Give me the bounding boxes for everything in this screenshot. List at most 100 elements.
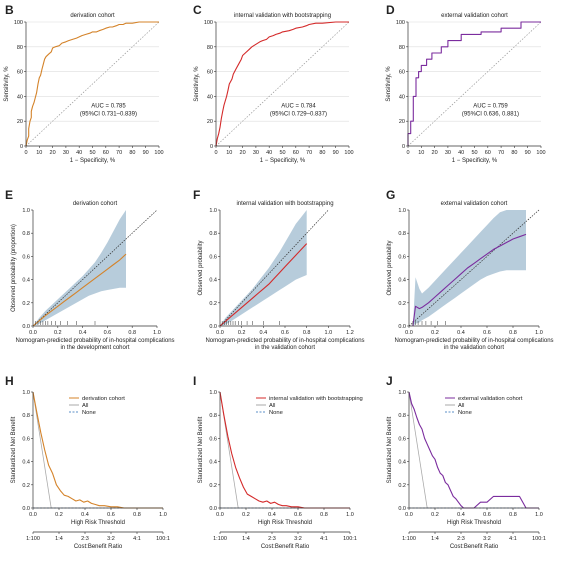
x-tick-label: 90 [333,150,339,156]
legend-label: internal validation with bootstrapping [269,396,363,402]
x2-tick-label: 4:1 [133,536,141,542]
y-tick-label: 0.4 [209,460,217,466]
auc-annotation: (95%CI 0.729–0.837) [270,112,327,118]
y-tick-label: 100 [14,20,23,26]
x-axis-label: 1 − Specificity, % [452,158,498,164]
x-tick-label: 0.2 [431,512,439,518]
x-tick-label: 60 [293,150,299,156]
x-tick-label: 70 [306,150,312,156]
x2-tick-label: 1:4 [55,536,63,542]
panel-title: external validation cohort [441,201,508,207]
x-axis-label: Nomogram-predicted probability of in-hos… [205,338,364,344]
x-tick-label: 0.6 [483,330,491,336]
x-tick-label: 0 [24,150,27,156]
x2-tick-label: 3:2 [107,536,115,542]
x-tick-label: 0.0 [29,330,37,336]
x-tick-label: 50 [279,150,285,156]
series-line [407,21,541,146]
y-axis-label: Observed probability [198,240,204,295]
panel-letter: H [5,374,14,388]
x-tick-label: 20 [50,150,56,156]
y-tick-label: 100 [204,20,213,26]
ideal-line [408,209,540,327]
x-axis-label: in the validation cohort [255,345,315,351]
y-tick-label: 0.0 [398,506,406,512]
y-axis-label: Sensitivity, % [386,66,392,102]
y-tick-label: 20 [207,119,213,125]
x-axis-label: in the validation cohort [444,345,504,351]
x2-tick-label: 2:3 [81,536,89,542]
y-tick-label: 0.8 [209,231,217,237]
y-tick-label: 1.0 [209,208,217,214]
panel-letter: B [5,3,14,17]
x-axis-label: Nomogram-predicted probability of in-hos… [394,338,553,344]
x-tick-label: 80 [511,150,517,156]
panel-j: J 0.0 0.2 0.4 0.6 0.8 1.0 0.0 0.2 0.4 0.6 0.8 1.0 1:1… [386,374,546,550]
x-tick-label: 0.6 [281,330,289,336]
y-tick-label: 1.0 [398,390,406,396]
confidence-band [33,210,126,326]
panel-title: derivation cohort [70,13,115,19]
y-tick-label: 0.8 [22,413,30,419]
panel-letter: E [5,188,13,202]
x-tick-label: 0.4 [457,512,465,518]
x-tick-label: 0.6 [104,330,112,336]
x-tick-label: 30 [63,150,69,156]
x-tick-label: 100 [154,150,163,156]
x-tick-label: 0.2 [242,512,250,518]
x-tick-label: 0.0 [29,512,37,518]
panel-letter: D [386,3,395,17]
x-tick-label: 50 [89,150,95,156]
y-tick-label: 0.0 [209,506,217,512]
x-tick-label: 60 [103,150,109,156]
legend-label: All [269,403,275,409]
x-tick-label: 0.6 [107,512,115,518]
y-tick-label: 0.4 [209,278,217,284]
x-tick-label: 40 [266,150,272,156]
x-tick-label: 0.6 [294,512,302,518]
x-axis-label: Nomogram-predicted probability of in-hos… [15,338,174,344]
series-line [25,21,159,147]
x-tick-label: 0.4 [268,512,276,518]
x-tick-label: 20 [432,150,438,156]
reference-diagonal [25,21,160,147]
y-tick-label: 60 [207,70,213,76]
y-axis-label: Sensitivity, % [4,66,10,102]
y-tick-label: 0.4 [22,278,30,284]
x-tick-label: 0.2 [55,512,63,518]
series-line [408,391,539,509]
x-tick-label: 70 [498,150,504,156]
x-axis-label: High Risk Threshold [447,520,501,526]
x2-tick-label: 3:2 [483,536,491,542]
y-tick-label: 0.4 [398,278,406,284]
legend-label: All [458,403,464,409]
x-tick-label: 0.4 [457,330,465,336]
x-tick-label: 1.0 [153,330,161,336]
y-tick-label: 60 [399,70,405,76]
panel-letter: I [193,374,196,388]
x2-tick-label: 1:100 [26,536,40,542]
y-tick-label: 0.0 [209,324,217,330]
x-tick-label: 0.2 [238,330,246,336]
auc-annotation: (95%CI 0.636, 0.881) [462,112,519,118]
y-tick-label: 0.2 [398,483,406,489]
x-tick-label: 90 [525,150,531,156]
x-tick-label: 0.0 [216,330,224,336]
x-tick-label: 30 [445,150,451,156]
x-tick-label: 0.8 [133,512,141,518]
series-line [219,243,308,327]
y-tick-label: 100 [396,20,405,26]
panel-title: internal validation with bootstrapping [234,13,331,19]
x2-tick-label: 1:100 [402,536,416,542]
y-tick-label: 0.2 [22,483,30,489]
x2-tick-label: 4:1 [509,536,517,542]
x-tick-label: 20 [240,150,246,156]
x-tick-label: 0.8 [509,512,517,518]
y-tick-label: 20 [399,119,405,125]
x-tick-label: 0.0 [405,330,413,336]
